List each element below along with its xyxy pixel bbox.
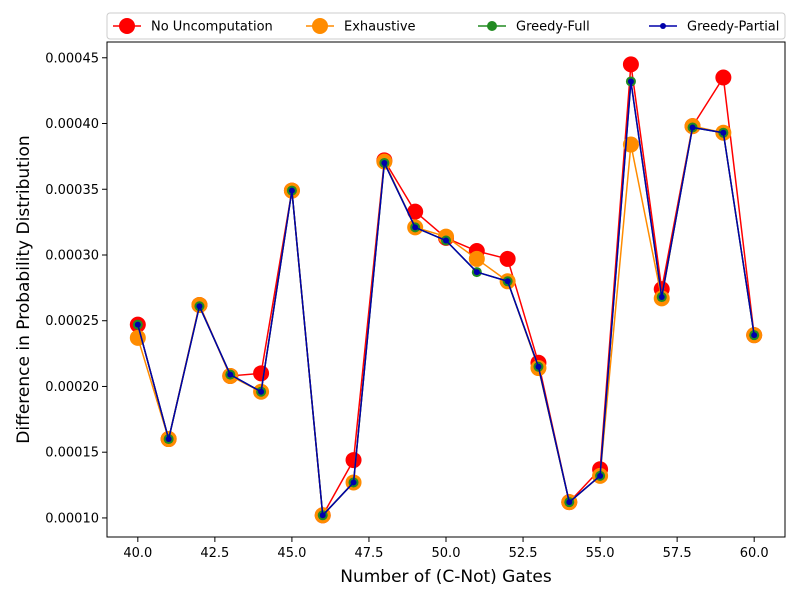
- y-tick-label: 0.00025: [45, 314, 99, 329]
- legend-marker-exhaustive: [312, 18, 328, 34]
- data-point-no-uncomputation: [622, 56, 639, 73]
- series-greedy-partial: [134, 78, 758, 519]
- data-point-greedy-partial: [165, 436, 172, 443]
- x-tick-label: 52.5: [509, 546, 538, 561]
- x-tick-label: 47.5: [354, 546, 383, 561]
- y-tick-label: 0.00045: [45, 51, 99, 66]
- data-point-greedy-partial: [288, 187, 295, 194]
- legend-label-greedy-partial: Greedy-Partial: [687, 20, 779, 35]
- legend-entry-greedy-full: Greedy-Full: [478, 20, 590, 35]
- x-tick-label: 60.0: [740, 546, 769, 561]
- data-point-greedy-partial: [473, 269, 480, 276]
- legend-marker-greedy-partial: [660, 23, 666, 29]
- data-point-greedy-partial: [350, 479, 357, 486]
- data-point-greedy-partial: [689, 124, 696, 131]
- data-point-greedy-partial: [258, 388, 265, 395]
- series-group: [129, 56, 763, 524]
- plot-layer: [129, 56, 763, 524]
- x-tick-label: 40.0: [123, 546, 152, 561]
- legend: No Uncomputation Exhaustive Greedy-Full Gre…: [106, 12, 786, 40]
- y-tick-label: 0.00030: [45, 248, 99, 263]
- y-axis-label: Difference in Probability Distribution: [14, 135, 34, 443]
- legend-entry-no-uncomputation: No Uncomputation: [113, 18, 273, 35]
- data-point-greedy-partial: [658, 294, 665, 301]
- y-tick-label: 0.00035: [45, 183, 99, 198]
- legend-label-exhaustive: Exhaustive: [344, 20, 416, 35]
- x-tick-label: 42.5: [200, 546, 229, 561]
- x-tick-label: 55.0: [586, 546, 615, 561]
- x-tick-label: 50.0: [432, 546, 461, 561]
- data-point-greedy-partial: [412, 224, 419, 231]
- data-point-greedy-partial: [227, 371, 234, 378]
- legend-entry-exhaustive: Exhaustive: [306, 18, 416, 35]
- legend-label-greedy-full: Greedy-Full: [516, 20, 590, 35]
- data-point-exhaustive: [468, 250, 485, 267]
- data-point-greedy-partial: [504, 278, 511, 285]
- data-point-greedy-partial: [134, 321, 141, 328]
- axes-layer: 40.0 42.5 45.0 47.5 50.0 52.5 55.0 57.5 60.0 0.00…: [14, 41, 786, 587]
- legend-marker-greedy-full: [487, 21, 497, 31]
- y-tick-label: 0.00015: [45, 446, 99, 461]
- legend-label-no-uncomputation: No Uncomputation: [151, 20, 273, 35]
- data-point-greedy-partial: [597, 472, 604, 479]
- y-tick-label: 0.00040: [45, 117, 99, 132]
- data-point-greedy-partial: [196, 303, 203, 310]
- data-point-greedy-partial: [535, 363, 542, 370]
- data-point-no-uncomputation: [253, 365, 270, 382]
- legend-box: [106, 12, 786, 40]
- legend-entry-greedy-partial: Greedy-Partial: [649, 20, 779, 35]
- x-tick-label: 57.5: [663, 546, 692, 561]
- data-point-no-uncomputation: [407, 203, 424, 220]
- data-point-no-uncomputation: [499, 250, 516, 267]
- y-tick-label: 0.00010: [45, 511, 99, 526]
- data-point-no-uncomputation: [345, 452, 362, 469]
- data-point-greedy-partial: [751, 332, 758, 339]
- data-point-greedy-partial: [381, 159, 388, 166]
- legend-marker-no-uncomputation: [119, 18, 135, 34]
- data-point-no-uncomputation: [715, 69, 732, 86]
- data-point-greedy-partial: [566, 499, 573, 506]
- data-point-greedy-partial: [443, 237, 449, 244]
- data-point-greedy-partial: [319, 512, 326, 519]
- x-axis-label: Number of (C-Not) Gates: [340, 567, 552, 587]
- y-tick-label: 0.00020: [45, 380, 99, 395]
- data-point-greedy-partial: [720, 129, 727, 136]
- data-point-greedy-partial: [627, 78, 634, 85]
- x-tick-label: 45.0: [277, 546, 306, 561]
